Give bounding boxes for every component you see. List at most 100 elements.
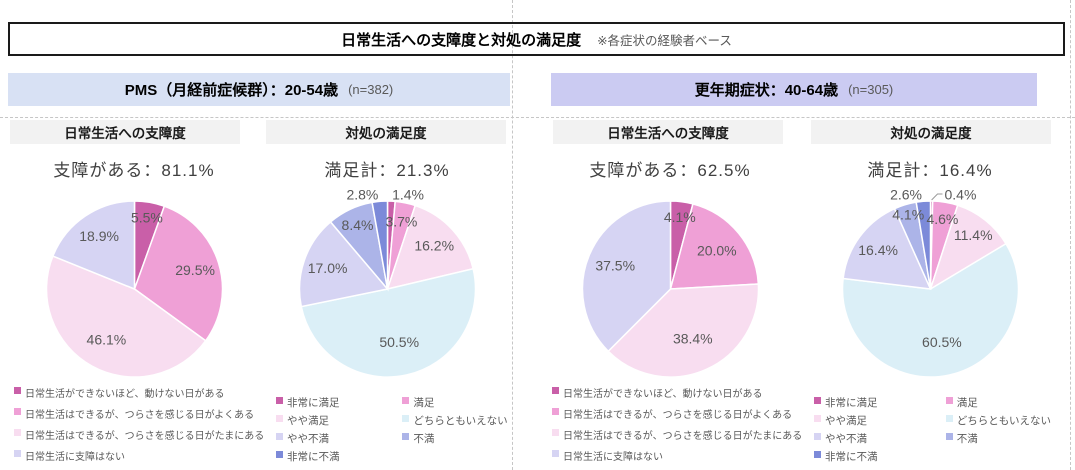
legend-item: やや満足 [276,413,402,428]
pie-slice-3 [299,267,476,378]
pie-value-label: 3.7% [385,213,417,229]
legend-label: 日常生活はできるが、つらさを感じる日がよくある [563,410,793,421]
pie-slice-6 [370,200,388,290]
section-header-pms: PMS（月経前症候群）：20-54歳 (n=382) [8,73,510,106]
page-title: 日常生活への支障度と対処の満足度 [341,31,582,49]
legend-swatch [814,397,821,404]
subheader-menopause-impact: 日常生活への支障度 [553,120,783,144]
pie-slice-2 [928,204,1007,291]
legend-label: どちらともいえない [413,415,508,427]
legend-label: どちらともいえない [956,415,1052,427]
legend-swatch [402,415,410,422]
pie-slice-3 [51,200,135,291]
legend-column: 満足どちらともいえない 不満 [402,395,508,467]
legend-item: 不満 [945,431,1051,446]
subheader-pms-impact: 日常生活への支障度 [10,120,240,144]
pie-chart-menopause-impact: 4.1% 20.0% 38.4% 37.5% [581,200,759,378]
legend-swatch [814,451,821,458]
legend-swatch [402,397,410,404]
chart-legend: 非常に満足 やや満足 やや不満 非常に不満 満足 どちらともいえない 不満 [264,395,510,467]
legend-item: 日常生活はできるが、つらさを感じる日がよくある [14,406,258,421]
chart-pms-impact: 支障がある：81.1% 5.5% 29.5% 46.1% 18.9% 日常生活ができな… [10,152,264,469]
legend-label: 非常に不満 [825,451,878,463]
legend-label: 日常生活はできるが、つらさを感じる日がたまにある [563,431,803,442]
pie-value-label: 16.2% [414,238,454,254]
section-header-pms-sample-size: (n=382) [348,82,394,97]
legend-swatch [552,429,559,436]
pie-value-label: 60.5% [922,334,962,350]
legend-swatch [14,408,21,415]
pie-value-label: 4.1% [892,206,924,222]
pie-chart-pms-satisfaction: 1.4% 3.7% 16.2% 50.5% 17.0% 8.4% 2.8% [298,187,476,378]
chart-headline: 支障がある：81.1% [53,161,215,180]
pie-value-label: 11.4% [953,227,992,243]
section-header-menopause-sample-size: (n=305) [848,82,894,97]
chart-legend: 日常生活ができないほど、動けない日がある日常生活はできるが、つらさを感じる日がよ… [548,385,802,463]
right-edge-dashed-divider [1070,0,1071,470]
legend-label: 日常生活はできるが、つらさを感じる日がよくある [25,410,255,421]
legend-label: 日常生活ができないほど、動けない日がある [563,389,763,400]
subheader-menopause-satisfaction: 対処の満足度 [811,120,1051,144]
legend-swatch [814,415,821,422]
legend-item: 日常生活はできるが、つらさを感じる日がよくある [552,406,792,421]
pie-slice-2 [385,204,474,291]
legend-label: やや満足 [287,415,329,427]
legend-column: 非常に満足 やや満足 やや不満 非常に不満 [814,395,946,467]
page-title-box: 日常生活への支障度と対処の満足度 ※各症状の経験者ベース [8,22,1065,56]
chart-legend: 日常生活ができないほど、動けない日がある日常生活はできるが、つらさを感じる日がよ… [10,385,264,463]
pie-value-label: 17.0% [307,260,347,276]
legend-label: 日常生活に支障はない [563,452,663,463]
pie-value-label: 1.4% [392,187,424,203]
pie-slice-6 [914,200,931,290]
legend-label: やや不満 [287,433,329,445]
legend-swatch [14,429,21,436]
legend-item: 満足 [945,395,1051,410]
pie-slice-2 [606,283,759,378]
legend-item: 日常生活はできるが、つらさを感じる日がたまにある [14,427,264,442]
legend-label: 日常生活はできるが、つらさを感じる日がたまにある [25,431,265,442]
legend-swatch [945,433,953,440]
legend-swatch [276,415,283,422]
subheader-pms-satisfaction: 対処の満足度 [266,120,506,144]
legend-item: 日常生活に支障はない [552,448,792,463]
legend-item: どちらともいえない [402,413,508,428]
pie-value-label: 2.6% [890,187,922,203]
pie-slice-3 [581,200,671,353]
legend-column: 満足どちらともいえない不満 [945,395,1052,467]
legend-item: 日常生活に支障はない [14,448,258,463]
legend-swatch [814,433,821,440]
legend-label: 満足 [413,397,435,409]
pie-chart-menopause-satisfaction: 0.4% 4.6%11.4% 60.5% 16.4% 4.1% 2.6% [841,187,1019,378]
legend-item: 日常生活ができないほど、動けない日がある [14,385,258,400]
legend-label: 不満 [413,433,435,445]
legend-swatch [945,397,953,404]
legend-swatch [276,397,283,404]
pie-value-label: 4.6% [926,211,958,227]
legend-label: やや満足 [825,415,867,427]
legend-column: 非常に満足 やや満足 やや不満 非常に不満 [276,395,402,467]
pie-slice-2 [45,255,207,378]
page-title-note: ※各症状の経験者ベース [597,33,732,48]
chart-headline: 満足計：16.4% [867,161,993,180]
legend-swatch [552,387,559,394]
pie-value-label: 50.5% [379,334,419,350]
section-header-pms-label: PMS（月経前症候群）：20-54歳 [124,82,339,99]
chart-pms-satisfaction: 満足計：21.3% 1.4% 3.7% 16.2% 50.5% 17.0% 8.4% 2.8… [264,152,510,467]
pie-slice-4 [841,207,932,290]
horizontal-dashed-divider [0,117,1075,118]
legend-item: 非常に不満 [276,449,402,464]
legend-swatch [552,408,559,415]
pie-value-label: 37.5% [595,258,635,274]
center-dashed-divider [512,0,513,470]
pie-value-label: 18.9% [79,228,119,244]
legend-item: 満足 [402,395,507,410]
pie-slice-4 [298,220,389,308]
pie-value-label: 8.4% [341,217,373,233]
legend-item: 非常に不満 [814,449,946,464]
legend-label: 日常生活に支障はない [25,452,125,463]
legend-swatch [276,433,283,440]
legend-swatch [402,433,410,440]
chart-menopause-impact: 支障がある：62.5% 4.1% 20.0% 38.4% 37.5% 日常生活ができな… [548,152,802,469]
pie-value-label: 29.5% [175,262,215,278]
